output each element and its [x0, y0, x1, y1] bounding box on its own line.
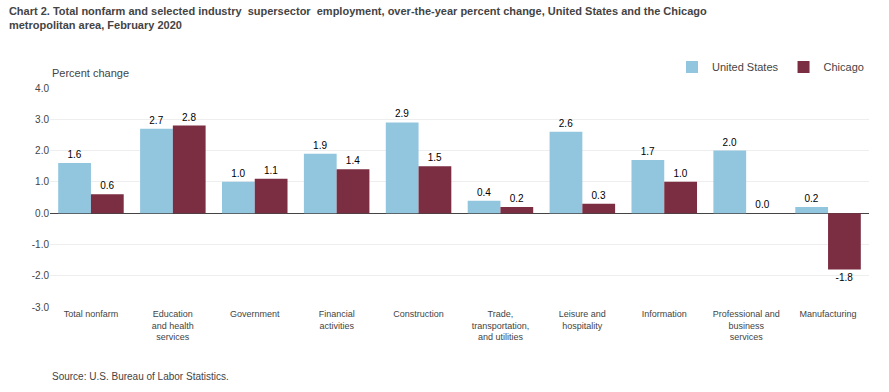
svg-text:2.8: 2.8 — [182, 112, 196, 123]
svg-text:0.2: 0.2 — [510, 193, 524, 204]
svg-text:Chicago: Chicago — [824, 61, 864, 73]
svg-text:Percent change: Percent change — [52, 67, 129, 79]
svg-text:Source: U.S. Bureau of Labor S: Source: U.S. Bureau of Labor Statistics. — [52, 371, 229, 382]
svg-text:United States: United States — [712, 61, 779, 73]
svg-text:-1.0: -1.0 — [32, 239, 50, 250]
svg-text:1.1: 1.1 — [264, 165, 278, 176]
svg-text:-3.0: -3.0 — [32, 302, 50, 313]
svg-text:1.7: 1.7 — [641, 146, 655, 157]
svg-text:2.9: 2.9 — [395, 108, 409, 119]
svg-text:0.0: 0.0 — [35, 208, 49, 219]
svg-text:1.5: 1.5 — [428, 152, 442, 163]
svg-text:2.6: 2.6 — [559, 118, 573, 129]
svg-text:1.6: 1.6 — [67, 149, 81, 160]
svg-text:1.0: 1.0 — [673, 168, 687, 179]
svg-text:4.0: 4.0 — [35, 83, 49, 94]
svg-text:Construction: Construction — [393, 309, 444, 319]
svg-text:Financialactivities: Financialactivities — [319, 309, 355, 331]
svg-text:Government: Government — [230, 309, 280, 319]
svg-text:2.0: 2.0 — [723, 137, 737, 148]
svg-text:1.4: 1.4 — [346, 155, 360, 166]
svg-text:2.0: 2.0 — [35, 145, 49, 156]
svg-text:Professional andbusinessservic: Professional andbusinessservices — [713, 309, 780, 342]
svg-text:1.0: 1.0 — [35, 176, 49, 187]
svg-text:0.2: 0.2 — [805, 193, 819, 204]
svg-text:2.7: 2.7 — [149, 115, 163, 126]
svg-text:Total nonfarm: Total nonfarm — [64, 309, 119, 319]
svg-text:-1.8: -1.8 — [836, 272, 854, 283]
svg-text:Chart 2. Total nonfarm and sel: Chart 2. Total nonfarm and selected indu… — [9, 5, 707, 31]
svg-text:1.0: 1.0 — [231, 168, 245, 179]
svg-text:-2.0: -2.0 — [32, 270, 50, 281]
svg-text:Manufacturing: Manufacturing — [800, 309, 857, 319]
svg-text:0.4: 0.4 — [477, 187, 491, 198]
svg-text:Trade,transportation,and utili: Trade,transportation,and utilities — [472, 309, 530, 342]
svg-text:Information: Information — [642, 309, 687, 319]
svg-text:0.3: 0.3 — [592, 190, 606, 201]
svg-text:Leisure andhospitality: Leisure andhospitality — [559, 309, 606, 331]
svg-text:3.0: 3.0 — [35, 114, 49, 125]
svg-text:Educationand healthservices: Educationand healthservices — [152, 309, 194, 342]
svg-text:0.6: 0.6 — [100, 180, 114, 191]
svg-text:1.9: 1.9 — [313, 140, 327, 151]
svg-text:0.0: 0.0 — [755, 199, 769, 210]
